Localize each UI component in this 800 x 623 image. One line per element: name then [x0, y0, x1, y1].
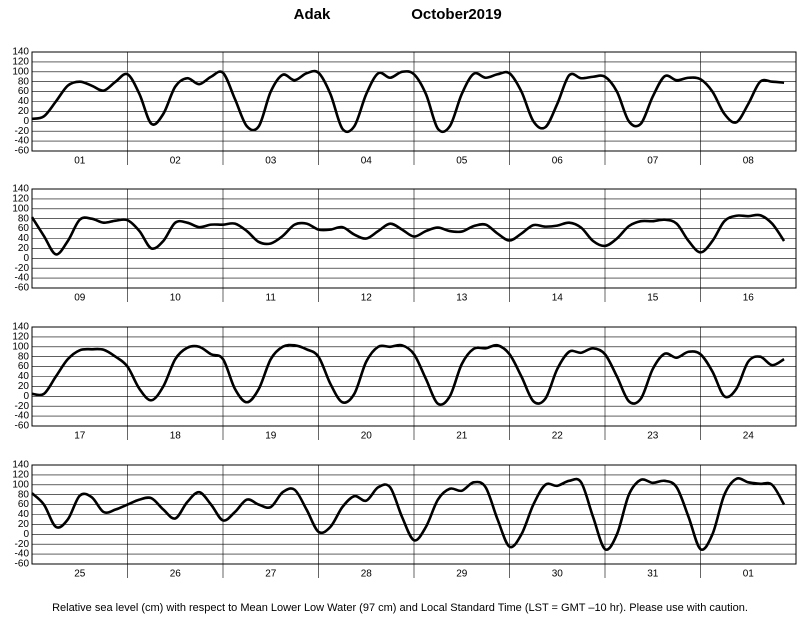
x-tick-label: 17	[74, 431, 86, 442]
y-tick-label: 100	[12, 203, 29, 214]
x-tick-label: 15	[647, 293, 659, 304]
y-tick-label: 40	[18, 371, 30, 382]
x-tick-label: 13	[456, 293, 468, 304]
x-tick-label: 22	[552, 431, 564, 442]
y-tick-label: -60	[15, 283, 30, 294]
year: 2019	[468, 6, 501, 23]
x-tick-label: 26	[170, 569, 182, 580]
x-tick-label: 12	[361, 293, 373, 304]
y-tick-label: 60	[18, 361, 30, 372]
x-tick-label: 04	[361, 156, 373, 167]
y-tick-label: 20	[18, 243, 30, 254]
tide-curve	[30, 213, 786, 256]
tide-curve	[31, 477, 786, 551]
x-tick-label: 28	[361, 569, 373, 580]
y-tick-label: -20	[15, 401, 30, 412]
y-tick-label: -40	[15, 411, 30, 422]
month: October	[411, 6, 469, 23]
x-tick-label: 27	[265, 569, 277, 580]
x-tick-label: 09	[74, 293, 86, 304]
y-tick-label: 20	[18, 106, 30, 117]
y-tick-label: 0	[23, 391, 29, 402]
x-tick-label: 01	[74, 156, 86, 167]
y-tick-label: 100	[12, 66, 29, 77]
x-tick-label: 01	[743, 569, 755, 580]
x-tick-label: 16	[743, 293, 755, 304]
y-tick-label: -40	[15, 273, 30, 284]
x-tick-label: 07	[647, 156, 659, 167]
y-tick-label: 80	[18, 213, 30, 224]
y-tick-label: -20	[15, 539, 30, 550]
y-tick-label: 40	[18, 96, 30, 107]
x-tick-label: 18	[170, 431, 182, 442]
y-tick-label: -60	[15, 559, 30, 570]
y-tick-label: 100	[12, 341, 29, 352]
x-tick-label: 05	[456, 156, 468, 167]
tide-curve	[31, 69, 785, 134]
y-tick-label: 120	[12, 57, 29, 68]
y-tick-label: -60	[15, 146, 30, 157]
y-tick-label: 20	[18, 381, 30, 392]
y-tick-label: 20	[18, 519, 30, 530]
y-tick-label: 140	[12, 322, 29, 333]
plot-frame	[31, 464, 797, 565]
y-tick-label: 140	[12, 184, 29, 195]
x-tick-label: 29	[456, 569, 468, 580]
y-tick-label: -20	[15, 263, 30, 274]
x-tick-label: 23	[647, 431, 659, 442]
x-tick-label: 21	[456, 431, 468, 442]
y-tick-label: 140	[12, 47, 29, 58]
y-tick-label: 120	[12, 332, 29, 343]
y-tick-label: 60	[18, 223, 30, 234]
y-tick-label: 100	[12, 479, 29, 490]
x-tick-label: 31	[647, 569, 659, 580]
tide-curve	[31, 343, 785, 406]
y-tick-label: 80	[18, 76, 30, 87]
y-tick-label: 80	[18, 351, 30, 362]
plot-frame	[31, 326, 797, 427]
y-tick-label: -60	[15, 421, 30, 432]
y-tick-label: 0	[23, 116, 29, 127]
station: Adak	[294, 6, 331, 23]
y-tick-label: -20	[15, 126, 30, 137]
x-tick-label: 24	[743, 431, 755, 442]
x-tick-label: 03	[265, 156, 277, 167]
y-tick-label: 80	[18, 489, 30, 500]
y-tick-label: -40	[15, 549, 30, 560]
y-tick-label: 0	[23, 253, 29, 264]
x-tick-label: 25	[74, 569, 86, 580]
x-tick-label: 30	[552, 569, 564, 580]
y-tick-label: 40	[18, 233, 30, 244]
x-tick-label: 10	[170, 293, 182, 304]
x-tick-label: 19	[265, 431, 277, 442]
y-tick-label: 120	[12, 194, 29, 205]
x-tick-label: 08	[743, 156, 755, 167]
x-tick-label: 06	[552, 156, 564, 167]
x-tick-label: 20	[361, 431, 373, 442]
y-tick-label: 0	[23, 529, 29, 540]
footer-note: Relative sea level (cm) with respect to …	[52, 602, 748, 614]
x-tick-label: 11	[266, 293, 277, 304]
y-tick-label: 120	[12, 470, 29, 481]
y-tick-label: 140	[12, 460, 29, 471]
y-tick-label: 40	[18, 509, 30, 520]
y-tick-label: 60	[18, 86, 30, 97]
x-tick-label: 02	[170, 156, 182, 167]
plot-frame	[31, 51, 797, 152]
plot-frame	[31, 188, 797, 289]
y-tick-label: -40	[15, 136, 30, 147]
y-tick-label: 60	[18, 499, 30, 510]
x-tick-label: 14	[552, 293, 564, 304]
